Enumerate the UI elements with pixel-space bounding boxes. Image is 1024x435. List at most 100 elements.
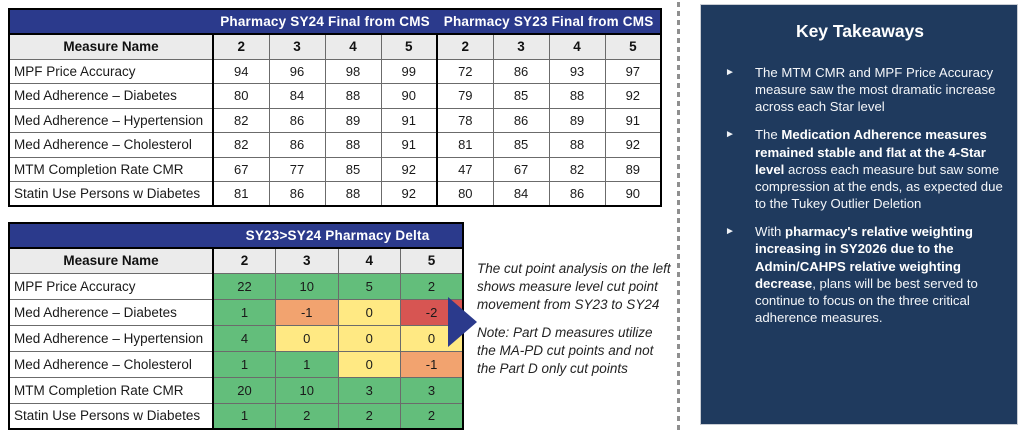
delta-cell: -1: [275, 298, 339, 326]
delta-cell: 1: [212, 402, 276, 430]
table-row: Statin Use Persons w Diabetes 81 86 88 9…: [8, 181, 662, 207]
triangle-bullet-icon: ►: [725, 226, 735, 238]
delta-cell: 2: [400, 272, 464, 300]
note-paragraph: Note: Part D measures utilize the MA-PD …: [477, 325, 654, 377]
delta-cell: 4: [212, 324, 276, 352]
star-header: 3: [275, 247, 339, 274]
measure-name-cell: Med Adherence – Cholesterol: [8, 350, 214, 378]
measure-name-cell: Statin Use Persons w Diabetes: [8, 402, 214, 430]
value-cell: 88: [548, 83, 606, 109]
table-row: MTM Completion Rate CMR 67 77 85 92 47 6…: [8, 156, 662, 182]
star-header: 4: [337, 247, 401, 274]
table-title-row: SY23>SY24 Pharmacy Delta: [9, 223, 464, 249]
value-cell: 89: [548, 107, 606, 133]
value-cell: 78: [436, 107, 494, 133]
value-cell: 67: [212, 156, 270, 182]
value-cell: 80: [436, 181, 494, 207]
value-cell: 91: [380, 132, 439, 158]
table-row: MTM Completion Rate CMR 20 10 3 3: [8, 376, 464, 404]
measure-name-cell: Med Adherence – Diabetes: [8, 298, 214, 326]
measure-name-cell: MTM Completion Rate CMR: [8, 376, 214, 404]
value-cell: 94: [212, 58, 270, 84]
value-cell: 85: [324, 156, 382, 182]
triangle-bullet-icon: ►: [725, 129, 735, 141]
value-cell: 84: [492, 181, 550, 207]
star-header: 2: [212, 33, 270, 60]
title-spacer: [9, 223, 213, 249]
measure-name-header: Measure Name: [8, 247, 214, 274]
value-cell: 82: [212, 107, 270, 133]
delta-cell: 2: [275, 402, 339, 430]
star-header: 5: [400, 247, 464, 274]
delta-cell: 1: [212, 350, 276, 378]
value-cell: 86: [268, 132, 326, 158]
value-cell: 72: [436, 58, 494, 84]
delta-cell: 0: [337, 324, 401, 352]
takeaway-bullet: ► With pharmacy's relative weighting inc…: [717, 223, 1003, 326]
triangle-bullet-icon: ►: [725, 67, 735, 78]
value-cell: 88: [324, 83, 382, 109]
table-title-row: Pharmacy SY24 Final from CMS Pharmacy SY…: [9, 9, 662, 35]
measure-name-cell: Med Adherence – Cholesterol: [8, 132, 214, 158]
value-cell: 81: [212, 181, 270, 207]
value-cell: 90: [604, 181, 662, 207]
value-cell: 88: [324, 132, 382, 158]
value-cell: 89: [604, 156, 662, 182]
right-arrow-icon: [448, 297, 477, 347]
delta-cell: 3: [337, 376, 401, 404]
measure-name-header: Measure Name: [8, 33, 214, 60]
value-cell: 88: [324, 181, 382, 207]
delta-cell: 1: [275, 350, 339, 378]
panel-title: Key Takeaways: [795, 21, 925, 41]
value-cell: 86: [548, 181, 606, 207]
value-cell: 86: [268, 107, 326, 133]
value-cell: 82: [548, 156, 606, 182]
star-header: 2: [212, 247, 276, 274]
table-row: Med Adherence – Diabetes 1 -1 0 -2: [8, 298, 464, 326]
value-cell: 84: [268, 83, 326, 109]
measure-name-cell: Statin Use Persons w Diabetes: [8, 181, 214, 207]
delta-cell: 2: [337, 402, 401, 430]
takeaway-text: With pharmacy's relative weighting incre…: [755, 224, 978, 326]
star-header: 5: [604, 33, 662, 60]
value-cell: 91: [380, 107, 439, 133]
table-row: Statin Use Persons w Diabetes 1 2 2 2: [8, 402, 464, 430]
value-cell: 99: [380, 58, 439, 84]
delta-cell: 0: [337, 298, 401, 326]
delta-table-title: SY23>SY24 Pharmacy Delta: [213, 223, 464, 249]
delta-cell: 2: [400, 402, 464, 430]
value-cell: 92: [380, 156, 439, 182]
value-cell: 81: [436, 132, 494, 158]
star-header: 3: [492, 33, 550, 60]
value-cell: 85: [492, 83, 550, 109]
delta-cell: 5: [337, 272, 401, 300]
value-cell: 92: [604, 83, 662, 109]
table-row: Med Adherence – Diabetes 80 84 88 90 79 …: [8, 83, 662, 109]
value-cell: 93: [548, 58, 606, 84]
star-header: 5: [380, 33, 439, 60]
pharmacy-delta-table: SY23>SY24 Pharmacy Delta Measure Name 2 …: [8, 222, 465, 430]
value-cell: 89: [324, 107, 382, 133]
table-row: MPF Price Accuracy 22 10 5 2: [8, 272, 464, 300]
star-header: 4: [548, 33, 606, 60]
column-header-row: Measure Name 2 3 4 5 2 3 4 5: [8, 33, 662, 60]
value-cell: 77: [268, 156, 326, 182]
table-row: Med Adherence – Cholesterol 82 86 88 91 …: [8, 132, 662, 158]
delta-cell: 0: [275, 324, 339, 352]
delta-cell: 0: [337, 350, 401, 378]
note-paragraph: The cut point analysis on the left shows…: [477, 261, 671, 312]
takeaway-text: The MTM CMR and MPF Price Accuracy measu…: [755, 65, 996, 115]
measure-name-cell: MPF Price Accuracy: [8, 272, 214, 300]
delta-cell: 20: [212, 376, 276, 404]
sy24-group-header: Pharmacy SY24 Final from CMS: [213, 9, 438, 35]
value-cell: 91: [604, 107, 662, 133]
value-cell: 92: [604, 132, 662, 158]
table-row: Med Adherence – Hypertension 82 86 89 91…: [8, 107, 662, 133]
delta-cell: 1: [212, 298, 276, 326]
value-cell: 86: [492, 107, 550, 133]
delta-cell: 10: [275, 272, 339, 300]
value-cell: 85: [492, 132, 550, 158]
measure-name-cell: MPF Price Accuracy: [8, 58, 214, 84]
value-cell: 88: [548, 132, 606, 158]
column-header-row: Measure Name 2 3 4 5: [8, 247, 464, 274]
